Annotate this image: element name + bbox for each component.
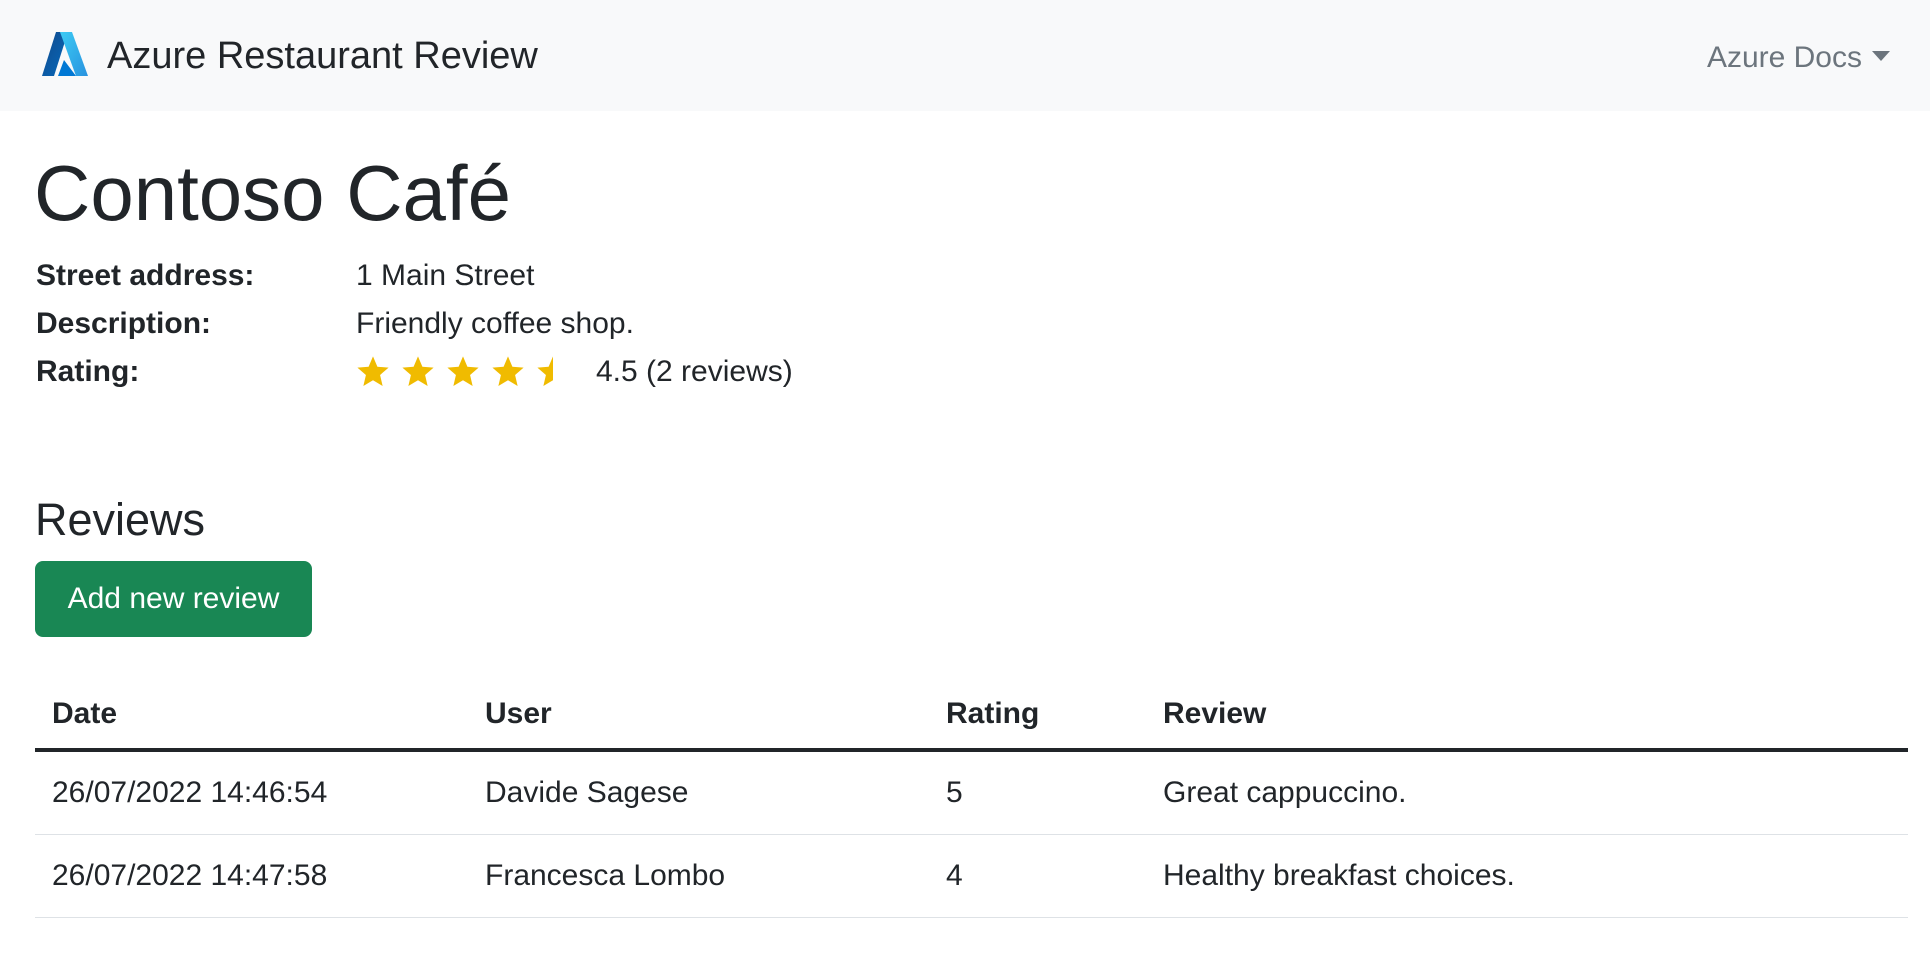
review-user: Davide Sagese [468,750,929,835]
review-rating: 5 [929,750,1146,835]
review-rating: 4 [929,834,1146,918]
caret-down-icon [1872,51,1890,61]
column-header-user: User [468,680,929,752]
review-text: Great cappuccino. [1146,750,1908,835]
street-address-row: Street address: 1 Main Street [36,252,793,300]
column-header-date: Date [35,680,468,752]
table-header-row: Date User Rating Review [35,680,1908,752]
review-date: 26/07/2022 14:47:58 [35,834,468,918]
description-row: Description: Friendly coffee shop. [36,300,793,348]
rating-label: Rating: [36,355,140,388]
review-user: Francesca Lombo [468,834,929,918]
star-full-icon [492,356,524,387]
azure-logo-icon[interactable] [42,32,88,76]
review-date: 26/07/2022 14:46:54 [35,750,468,835]
azure-docs-label: Azure Docs [1706,41,1862,74]
navbar: Azure Restaurant Review Azure Docs [0,0,1930,111]
street-address-value: 1 Main Street [356,259,535,292]
star-half-icon [537,356,553,387]
description-label: Description: [36,307,212,340]
description-value: Friendly coffee shop. [356,307,634,340]
column-header-rating: Rating [929,680,1146,752]
street-address-label: Street address: [36,259,255,292]
table-row: 26/07/2022 14:46:54 Davide Sagese 5 Grea… [35,750,1908,835]
table-row: 26/07/2022 14:47:58 Francesca Lombo 4 He… [35,834,1908,918]
reviews-heading: Reviews [35,494,206,545]
review-text: Healthy breakfast choices. [1146,834,1908,918]
star-rating [356,355,570,389]
star-full-icon [402,356,434,387]
restaurant-name: Contoso Café [34,149,511,237]
star-full-icon [357,356,389,387]
brand-link[interactable]: Azure Restaurant Review [107,35,538,77]
column-header-review: Review [1146,680,1908,752]
rating-row: Rating: 4.5 (2 reviews) [36,348,793,396]
add-new-review-button[interactable]: Add new review [35,561,312,637]
star-full-icon [447,356,479,387]
rating-text: 4.5 (2 reviews) [596,355,793,388]
restaurant-details: Street address: 1 Main Street Descriptio… [36,252,793,396]
azure-docs-dropdown[interactable]: Azure Docs [1707,38,1890,78]
reviews-table: Date User Rating Review 26/07/2022 14:46… [35,680,1908,918]
